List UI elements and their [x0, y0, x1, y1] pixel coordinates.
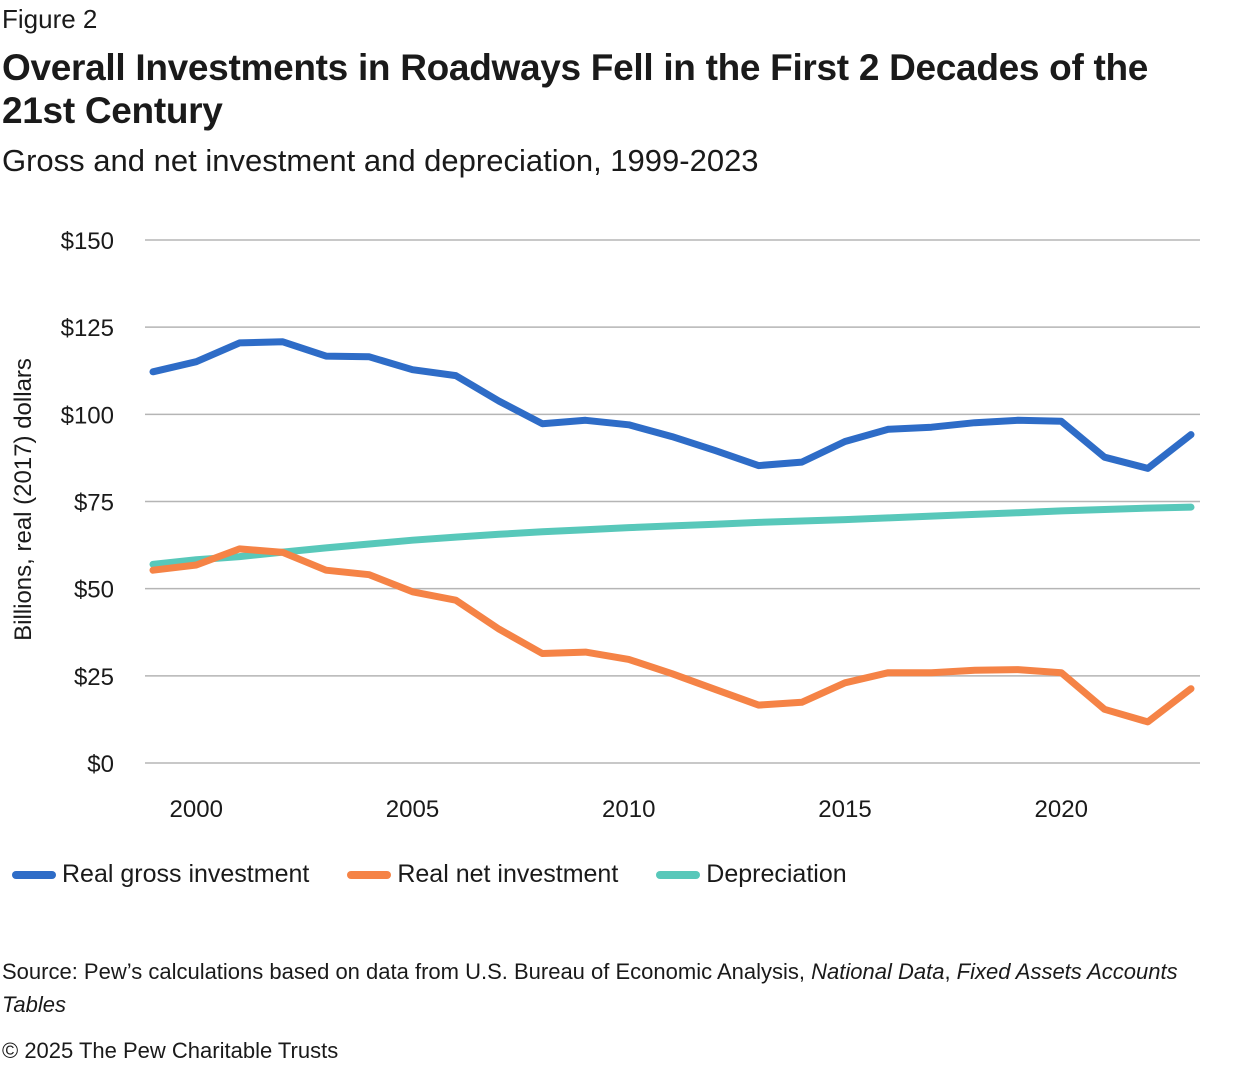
- figure-label: Figure 2: [2, 4, 98, 34]
- y-tick-label-25: $25: [74, 664, 114, 691]
- y-tick-label-100: $100: [61, 402, 114, 429]
- y-tick-label-75: $75: [74, 490, 114, 517]
- legend-item-net: Real net investment: [347, 860, 618, 889]
- y-tick-label-150: $150: [61, 228, 114, 255]
- x-tick-label-2010: 2010: [602, 796, 655, 823]
- legend-item-depreciation: Depreciation: [656, 860, 847, 889]
- source-italic-national-data: National Data: [811, 959, 945, 984]
- series-line-depreciation: [149, 503, 1195, 568]
- y-tick-label-0: $0: [87, 751, 114, 778]
- y-tick-label-50: $50: [74, 577, 114, 604]
- legend-swatch-depreciation: [656, 870, 701, 879]
- chart-subtitle: Gross and net investment and depreciatio…: [2, 143, 759, 178]
- source-separator: ,: [944, 959, 957, 984]
- x-tick-label-2000: 2000: [170, 796, 223, 823]
- legend-item-gross: Real gross investment: [12, 860, 309, 889]
- y-axis-label: Billions, real (2017) dollars: [10, 358, 37, 641]
- chart-legend: Real gross investment Real net investmen…: [12, 860, 847, 889]
- legend-label-gross: Real gross investment: [62, 860, 310, 888]
- legend-label-depreciation: Depreciation: [706, 860, 847, 888]
- x-tick-label-2015: 2015: [818, 796, 871, 823]
- x-tick-label-2005: 2005: [386, 796, 439, 823]
- series-line-real-net-investment: [149, 545, 1195, 726]
- line-chart: $0 $25 $50 $75 $100 $125 $150 2000 2005 2010 2015 2…: [10, 228, 1200, 823]
- source-italic-fixed-assets: Fixed Assets Accounts Tables: [2, 959, 1178, 1017]
- legend-swatch-net: [347, 870, 392, 879]
- x-tick-label-2020: 2020: [1035, 796, 1088, 823]
- source-prefix: Source: Pew’s calculations based on data…: [2, 959, 812, 984]
- y-tick-label-125: $125: [61, 315, 114, 342]
- legend-swatch-gross: [12, 870, 56, 879]
- copyright: © 2025 The Pew Charitable Trusts: [2, 1038, 339, 1063]
- chart-title: Overall Investments in Roadways Fell in …: [2, 47, 1149, 131]
- legend-label-net: Real net investment: [397, 860, 619, 888]
- series-line-real-gross-investment: [149, 338, 1195, 472]
- source-note: Source: Pew’s calculations based on data…: [2, 955, 1222, 1021]
